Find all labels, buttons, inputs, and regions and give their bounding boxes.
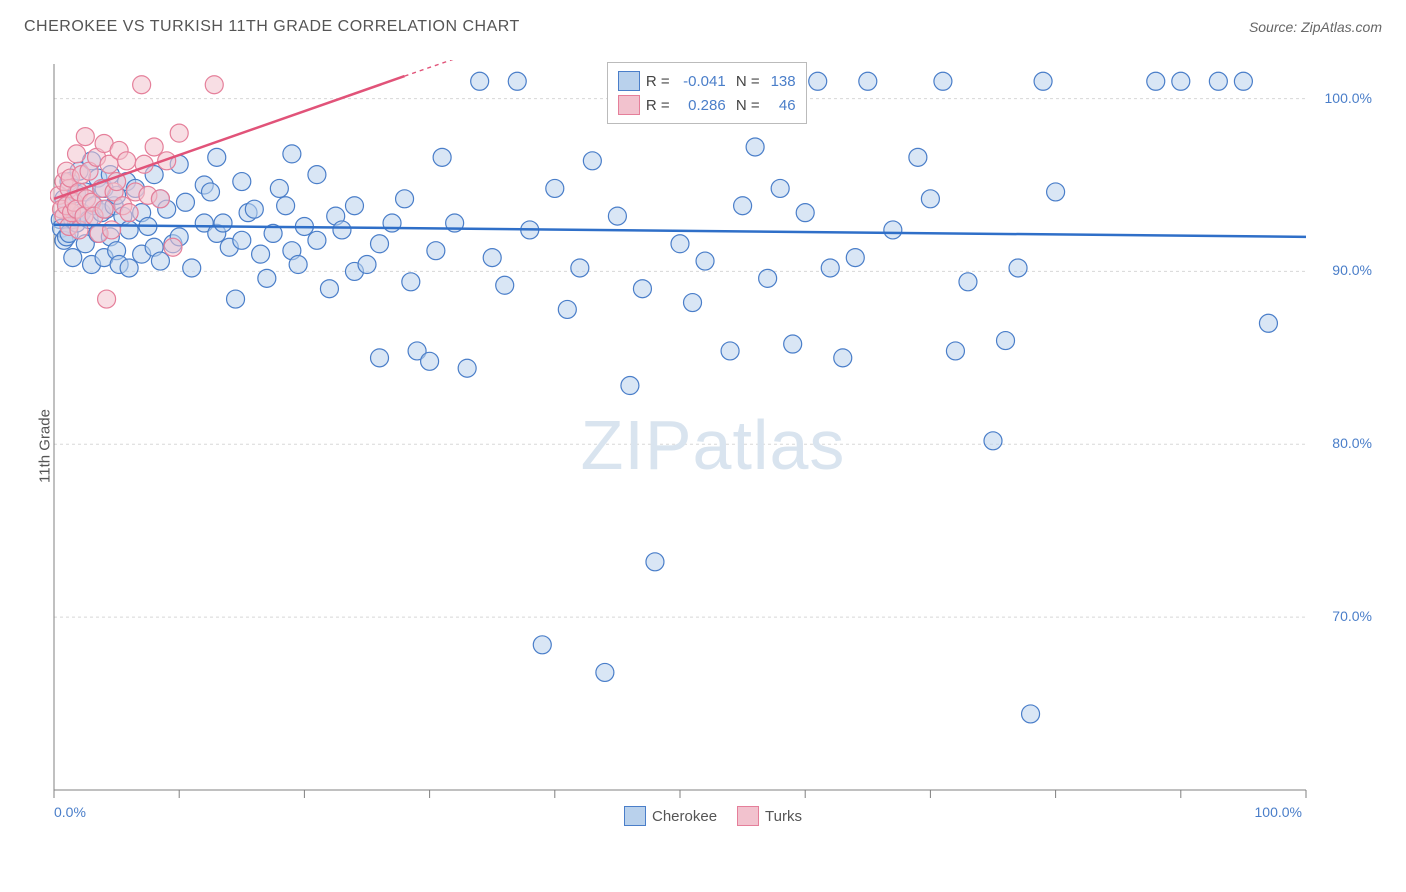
y-tick-label: 100.0% — [1325, 90, 1372, 106]
r-value-turks: 0.286 — [676, 97, 726, 114]
chart-svg — [50, 60, 1376, 830]
bottom-legend-item-cherokee: Cherokee — [624, 806, 717, 826]
stats-legend-row-cherokee: R = -0.041 N = 138 — [618, 69, 796, 93]
n-label: N = — [732, 97, 760, 114]
bottom-legend: Cherokee Turks — [624, 806, 802, 826]
swatch-cherokee — [624, 806, 646, 826]
bottom-legend-label: Turks — [765, 808, 802, 825]
chart-header: CHEROKEE VS TURKISH 11TH GRADE CORRELATI… — [24, 18, 1382, 36]
chart-source: Source: ZipAtlas.com — [1249, 19, 1382, 35]
n-label: N = — [732, 73, 760, 90]
y-tick-label: 80.0% — [1332, 435, 1372, 451]
y-tick-label: 70.0% — [1332, 608, 1372, 624]
y-tick-label: 90.0% — [1332, 262, 1372, 278]
r-label: R = — [646, 73, 670, 90]
x-tick-label: 100.0% — [1255, 804, 1302, 820]
stats-legend-row-turks: R = 0.286 N = 46 — [618, 93, 796, 117]
plot-area: ZIPatlas R = -0.041 N = 138 R = 0.286 N … — [50, 60, 1376, 830]
bottom-legend-label: Cherokee — [652, 808, 717, 825]
r-value-cherokee: -0.041 — [676, 73, 726, 90]
swatch-turks — [618, 95, 640, 115]
chart-title: CHEROKEE VS TURKISH 11TH GRADE CORRELATI… — [24, 18, 520, 36]
bottom-legend-item-turks: Turks — [737, 806, 802, 826]
swatch-turks — [737, 806, 759, 826]
x-tick-label: 0.0% — [54, 804, 86, 820]
r-label: R = — [646, 97, 670, 114]
n-value-turks: 46 — [766, 97, 796, 114]
stats-legend: R = -0.041 N = 138 R = 0.286 N = 46 — [607, 62, 807, 124]
swatch-cherokee — [618, 71, 640, 91]
n-value-cherokee: 138 — [766, 73, 796, 90]
